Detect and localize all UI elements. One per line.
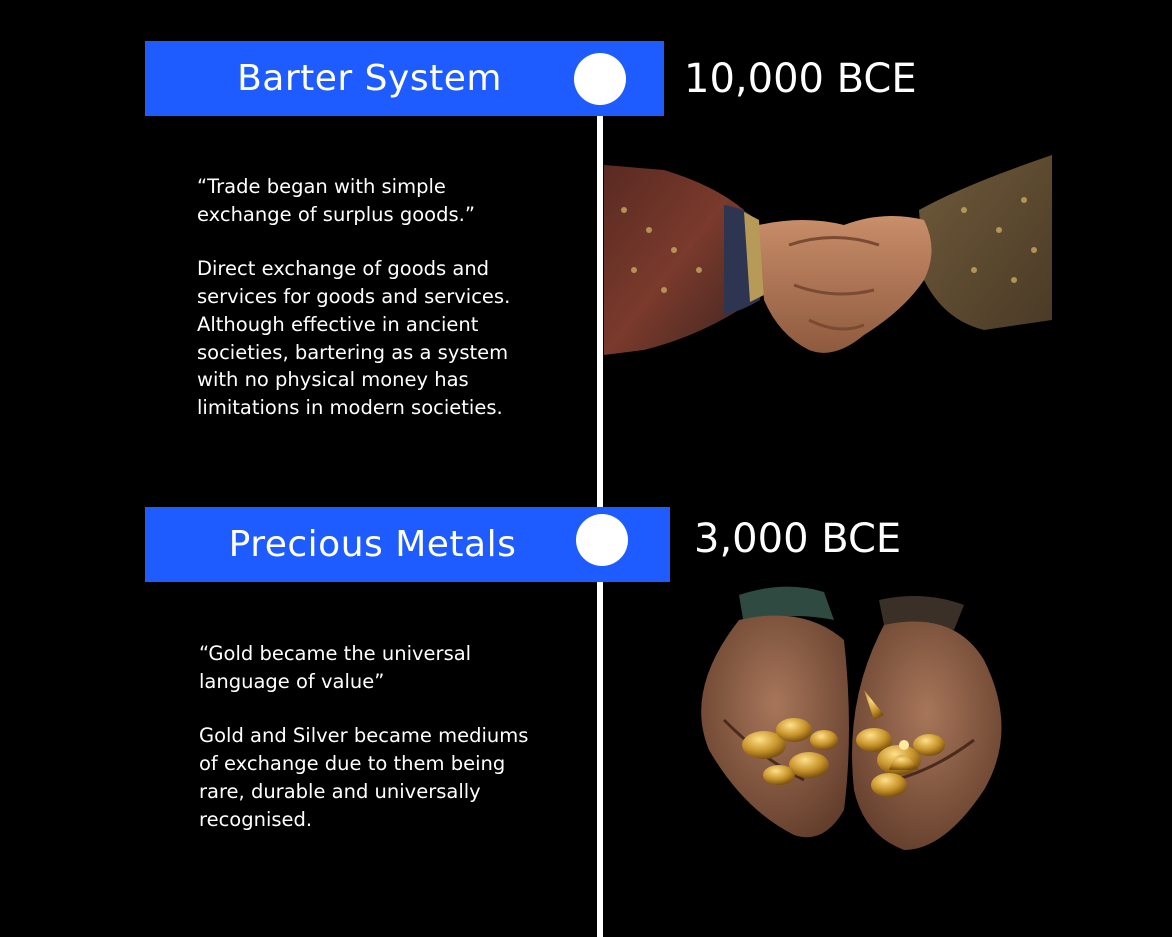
precious-metals-era-label: 3,000 BCE [694,516,902,562]
precious-metals-quote: “Gold became the universal language of v… [199,642,472,693]
barter-system-title: Barter System [237,58,502,99]
precious-metals-title: Precious Metals [228,524,517,565]
precious-metals-text-block: “Gold became the universal language of v… [199,640,589,833]
barter-description: Direct exchange of goods and services fo… [197,257,511,419]
timeline-dot-precious-metals [576,514,628,566]
barter-text-block: “Trade began with simple exchange of sur… [197,173,587,422]
timeline-dot-barter [574,53,626,105]
barter-era-label: 10,000 BCE [684,56,917,102]
precious-metals-description: Gold and Silver became mediums of exchan… [199,724,529,831]
barter-system-banner: Barter System [145,41,664,116]
handshake-icon [604,155,1052,355]
barter-quote: “Trade began with simple exchange of sur… [197,175,475,226]
gold-in-hands-icon [701,586,1002,850]
